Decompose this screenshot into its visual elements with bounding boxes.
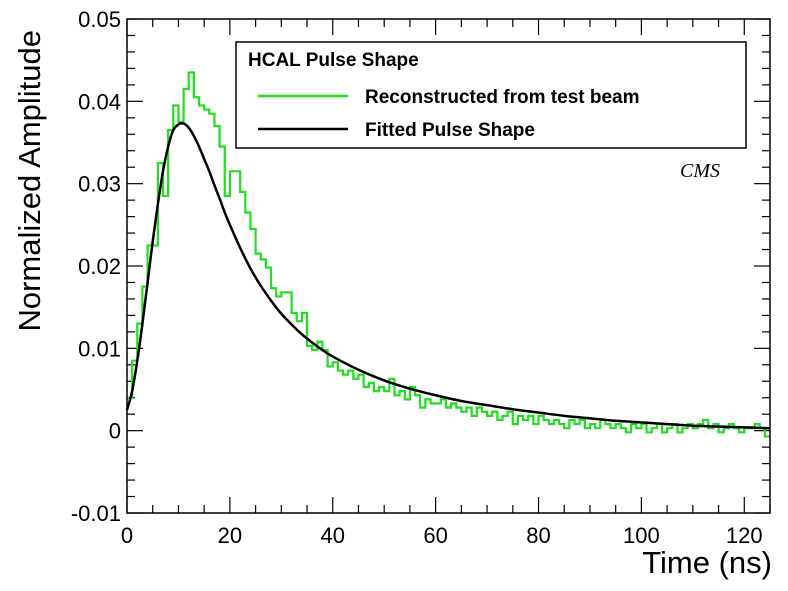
y-tick-label: 0.03 — [78, 172, 121, 197]
plot-frame — [126, 18, 771, 514]
x-tick-label: 40 — [321, 523, 345, 548]
x-tick-label: 0 — [121, 523, 133, 548]
cms-label: CMS — [680, 160, 720, 182]
legend: HCAL Pulse Shape Reconstructed from test… — [235, 41, 747, 149]
series-fitted-curve — [125, 122, 771, 430]
y-tick-label: 0.02 — [78, 254, 121, 279]
legend-title: HCAL Pulse Shape — [248, 50, 419, 71]
x-tick-label: 60 — [423, 523, 447, 548]
y-tick-label: 0.05 — [78, 7, 121, 32]
y-tick-label: -0.01 — [71, 501, 121, 526]
x-tick-label: 100 — [623, 523, 660, 548]
x-tick-label: 120 — [726, 523, 763, 548]
series — [125, 71, 771, 438]
y-tick-label: 0 — [109, 419, 121, 444]
x-axis-title: Time (ns) — [642, 545, 772, 580]
y-axis-title: Normalized Amplitude — [12, 30, 47, 332]
axis-ticks — [126, 18, 771, 514]
tick-labels: 0 20 40 60 80 100 120-0.0100.010.020.030.040.0… — [71, 7, 763, 548]
x-tick-label: 20 — [218, 523, 242, 548]
x-tick-label: 80 — [526, 523, 550, 548]
series-reconstructed-histogram — [127, 71, 770, 438]
y-tick-label: 0.01 — [78, 336, 121, 361]
legend-label-reconstructed: Reconstructed from test beam — [365, 87, 640, 108]
y-tick-label: 0.04 — [78, 89, 121, 114]
legend-label-fitted: Fitted Pulse Shape — [365, 120, 535, 141]
